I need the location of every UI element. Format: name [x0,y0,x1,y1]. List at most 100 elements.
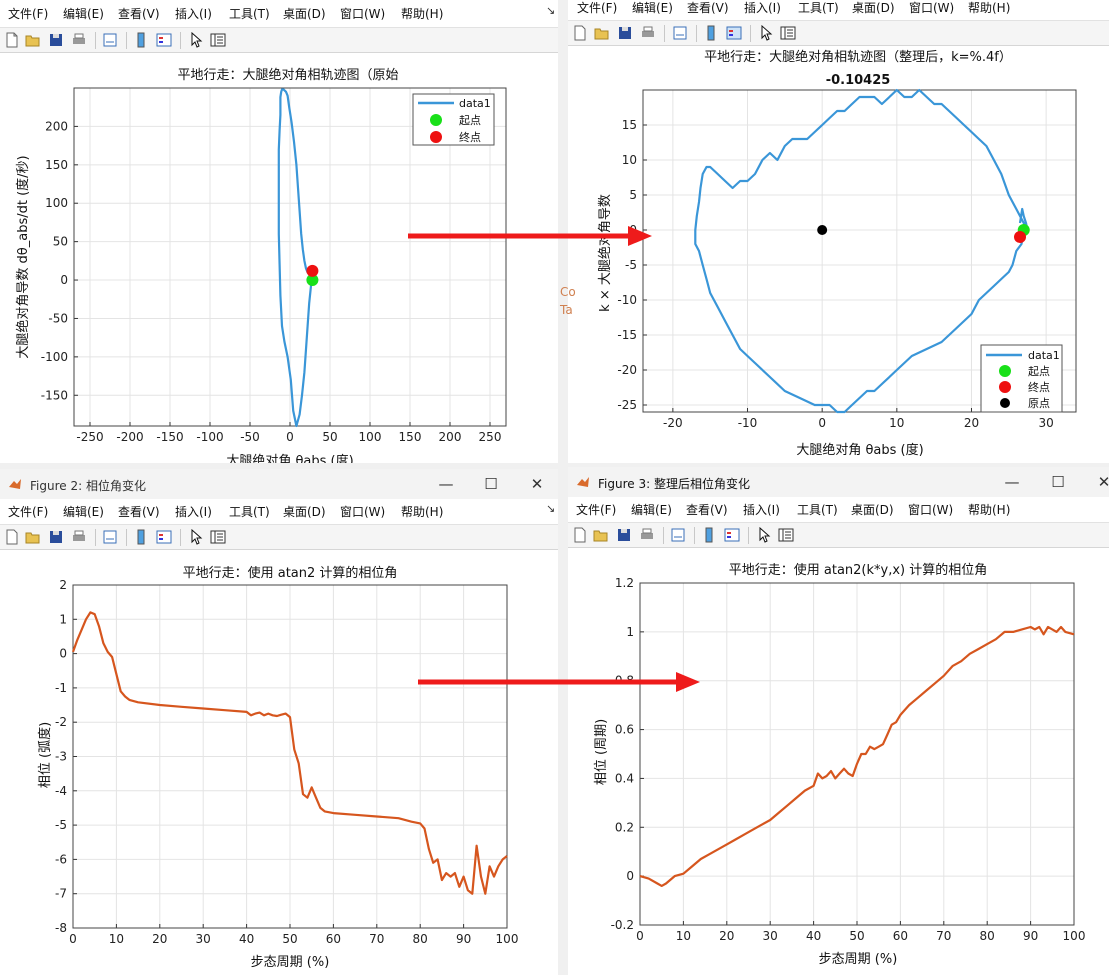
pointer-icon[interactable] [188,529,204,545]
pointer-icon[interactable] [758,25,774,41]
y-axis-label: 相位 (弧度) [37,722,53,788]
property-inspector-icon[interactable] [780,25,796,41]
open-file-icon[interactable] [594,25,610,41]
phase-plot-sorted[interactable]: 平地行走：大腿绝对角相轨迹图（整理后，k=%.4f） -0.10425 -20 -10… [568,0,1109,463]
menu-file[interactable]: 文件(F) [8,505,49,519]
menu-edit[interactable]: 编辑(E) [631,503,672,517]
y-tick-label: 0 [59,647,67,661]
menu-desktop[interactable]: 桌面(D) [852,1,895,15]
menu-tools[interactable]: 工具(T) [797,503,838,517]
menu-file[interactable]: 文件(F) [576,503,617,517]
toolbar-separator [180,32,181,49]
new-figure-icon[interactable] [572,25,588,41]
colorbar-icon[interactable] [701,527,717,543]
menu-help[interactable]: 帮助(H) [401,505,444,519]
menu-edit[interactable]: 编辑(E) [63,7,104,21]
phase-line [639,625,1075,887]
menu-desktop[interactable]: 桌面(D) [851,503,894,517]
maximize-button[interactable]: ☐ [1051,473,1065,491]
menu-window[interactable]: 窗口(W) [340,7,386,21]
maximize-button[interactable]: ☐ [484,475,498,493]
menu-file[interactable]: 文件(F) [8,7,49,21]
colorbar-icon[interactable] [133,32,149,48]
minimize-button[interactable]: — [438,475,454,493]
legend-label: data1 [1028,349,1060,362]
legend-label: 起点 [1028,365,1050,378]
menu-view[interactable]: 查看(V) [118,7,160,21]
series-line-data1 [694,88,1029,414]
close-button[interactable]: ✕ [530,475,544,493]
colorbar-icon[interactable] [133,529,149,545]
x-tick-label: 20 [152,932,167,946]
menu-edit[interactable]: 编辑(E) [63,505,104,519]
open-file-icon[interactable] [25,32,41,48]
x-tick-label: 0 [636,929,644,943]
close-button[interactable]: ✕ [1097,473,1109,491]
save-icon[interactable] [617,25,633,41]
menu-insert[interactable]: 插入(I) [175,505,212,519]
open-file-icon[interactable] [593,527,609,543]
y-tick-label: -150 [41,388,68,402]
print-icon[interactable] [71,32,87,48]
minimize-button[interactable]: — [1004,473,1020,491]
menu-view[interactable]: 查看(V) [118,505,160,519]
link-plot-icon[interactable] [102,529,118,545]
toolbar-separator [126,32,127,49]
axes-box [642,89,1077,413]
property-inspector-icon[interactable] [210,529,226,545]
dock-icon[interactable]: ↘ [546,4,556,17]
property-inspector-icon[interactable] [210,32,226,48]
pointer-icon[interactable] [756,527,772,543]
new-figure-icon[interactable] [4,32,20,48]
save-icon[interactable] [48,529,64,545]
menu-desktop[interactable]: 桌面(D) [283,505,326,519]
link-plot-icon[interactable] [672,25,688,41]
menu-view[interactable]: 查看(V) [687,1,729,15]
menu-help[interactable]: 帮助(H) [968,1,1011,15]
menu-window[interactable]: 窗口(W) [908,503,954,517]
new-figure-icon[interactable] [4,529,20,545]
save-icon[interactable] [616,527,632,543]
save-icon[interactable] [48,32,64,48]
menu-tools[interactable]: 工具(T) [229,505,270,519]
x-tick-label: 250 [479,430,502,444]
window-titlebar[interactable]: Figure 3: 整理后相位角变化 — ☐ ✕ [568,467,1109,497]
dock-icon[interactable]: ↘ [546,502,556,515]
window-titlebar[interactable]: Figure 2: 相位角变化 — ☐ ✕ [0,469,558,499]
phase-plot-raw[interactable]: 平地行走：大腿绝对角相轨迹图（原始 -250 -200 -150 -100 -50 0 50 1… [0,0,558,463]
print-icon[interactable] [640,25,656,41]
menu-file[interactable]: 文件(F) [577,1,618,15]
y-tick-label: 0 [626,869,634,883]
menu-tools[interactable]: 工具(T) [229,7,270,21]
open-file-icon[interactable] [25,529,41,545]
menu-view[interactable]: 查看(V) [686,503,728,517]
link-plot-icon[interactable] [670,527,686,543]
legend-icon[interactable] [726,25,742,41]
menu-insert[interactable]: 插入(I) [175,7,212,21]
legend-icon[interactable] [156,529,172,545]
menu-help[interactable]: 帮助(H) [968,503,1011,517]
menu-help[interactable]: 帮助(H) [401,7,444,21]
menu-tools[interactable]: 工具(T) [798,1,839,15]
legend-label: 起点 [459,114,481,127]
y-tick-label: -8 [55,921,67,935]
menu-desktop[interactable]: 桌面(D) [283,7,326,21]
menu-insert[interactable]: 插入(I) [744,1,781,15]
pointer-icon[interactable] [188,32,204,48]
toolbar-separator [750,25,751,42]
menu-insert[interactable]: 插入(I) [743,503,780,517]
new-figure-icon[interactable] [572,527,588,543]
property-inspector-icon[interactable] [778,527,794,543]
link-plot-icon[interactable] [102,32,118,48]
print-icon[interactable] [639,527,655,543]
menu-window[interactable]: 窗口(W) [340,505,386,519]
colorbar-icon[interactable] [703,25,719,41]
series-line-data1 [277,88,314,428]
legend-icon[interactable] [156,32,172,48]
print-icon[interactable] [71,529,87,545]
menu-window[interactable]: 窗口(W) [909,1,955,15]
menu-edit[interactable]: 编辑(E) [632,1,673,15]
legend-icon[interactable] [724,527,740,543]
